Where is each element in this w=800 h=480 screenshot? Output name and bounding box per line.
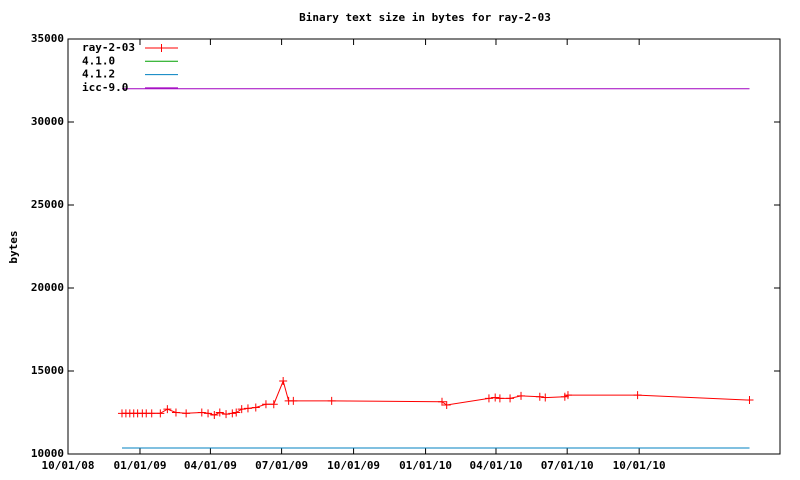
point-marker — [147, 409, 156, 418]
point-marker — [163, 405, 172, 414]
plot-frame — [67, 38, 781, 455]
point-marker — [210, 410, 219, 419]
x-tick-label: 07/01/10 — [541, 459, 594, 472]
y-tick-label: 10000 — [31, 447, 64, 460]
point-marker — [251, 403, 260, 412]
point-marker — [232, 408, 241, 417]
x-tick-label: 10/01/08 — [42, 459, 95, 472]
point-marker — [269, 400, 278, 409]
y-axis-label: bytes — [7, 230, 20, 263]
y-tick-label: 15000 — [31, 364, 64, 377]
x-tick-label: 01/01/10 — [399, 459, 452, 472]
point-marker — [215, 408, 224, 417]
point-marker — [633, 391, 642, 400]
point-marker — [517, 391, 526, 400]
chart-title: Binary text size in bytes for ray-2-03 — [299, 11, 551, 24]
point-marker — [437, 397, 446, 406]
point-marker — [506, 394, 515, 403]
point-marker — [495, 394, 504, 403]
legend-label: icc-9.0 — [82, 81, 128, 94]
point-marker — [491, 393, 500, 402]
point-marker — [745, 396, 754, 405]
x-tick-label: 07/01/09 — [255, 459, 308, 472]
point-marker — [171, 408, 180, 417]
point-marker — [442, 401, 451, 410]
point-marker — [541, 393, 550, 402]
point-marker — [156, 409, 165, 418]
x-tick-label: 10/01/10 — [613, 459, 666, 472]
point-marker — [204, 409, 213, 418]
point-marker — [228, 409, 237, 418]
x-tick-label: 10/01/09 — [327, 459, 380, 472]
point-marker — [237, 405, 246, 414]
legend-label: ray-2-03 — [82, 41, 135, 54]
point-marker — [535, 392, 544, 401]
legend-label: 4.1.2 — [82, 68, 115, 81]
point-marker — [289, 396, 298, 405]
point-marker — [243, 404, 252, 413]
point-marker — [197, 408, 206, 417]
x-tick-label: 04/01/09 — [184, 459, 237, 472]
point-marker — [261, 400, 270, 409]
series-line — [122, 379, 750, 416]
y-tick-label: 20000 — [31, 281, 64, 294]
legend-label: 4.1.0 — [82, 54, 115, 67]
point-marker — [279, 376, 288, 385]
x-tick-label: 01/01/09 — [113, 459, 166, 472]
y-tick-label: 25000 — [31, 198, 64, 211]
point-marker — [327, 396, 336, 405]
x-tick-label: 04/01/10 — [469, 459, 522, 472]
point-marker — [484, 394, 493, 403]
point-marker — [222, 410, 231, 419]
point-marker — [182, 409, 191, 418]
legend-marker — [157, 44, 166, 52]
y-tick-label: 30000 — [31, 115, 64, 128]
point-marker — [563, 391, 572, 400]
y-tick-label: 35000 — [31, 32, 64, 45]
